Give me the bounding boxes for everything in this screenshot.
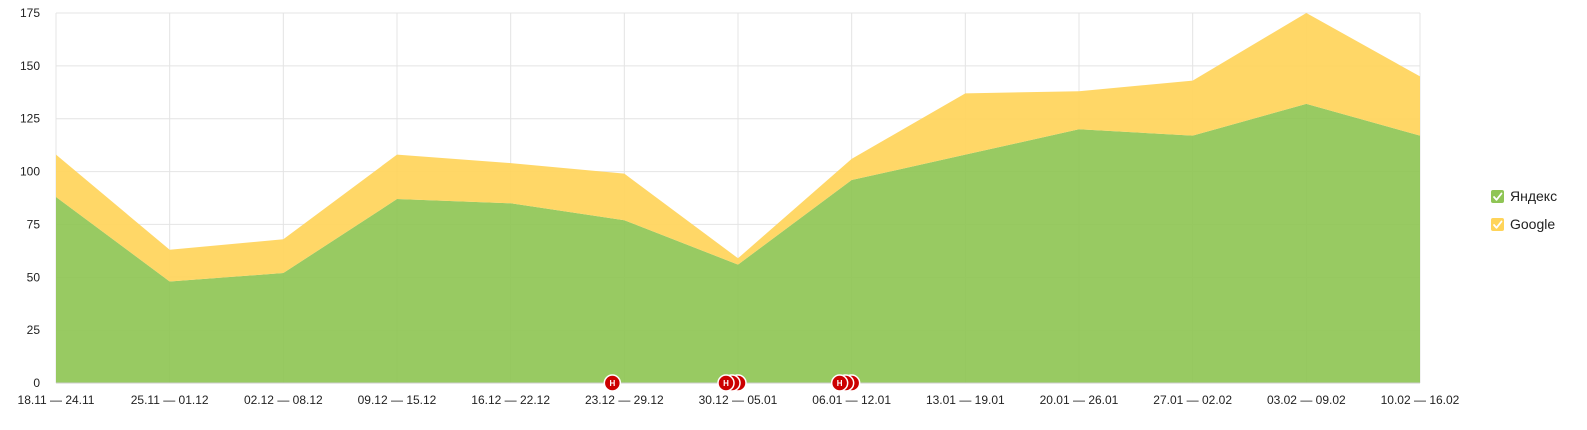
checkmark-icon: [1493, 192, 1503, 201]
legend-label: Яндекс: [1510, 188, 1557, 204]
legend-checkbox: [1491, 218, 1504, 231]
annotation-marker[interactable]: Н: [603, 374, 622, 392]
y-tick-label: 100: [20, 165, 40, 179]
x-tick-label: 27.01 — 02.02: [1153, 393, 1232, 407]
y-tick-label: 0: [33, 376, 40, 390]
x-tick-label: 25.11 — 01.12: [131, 393, 209, 407]
x-tick-label: 06.01 — 12.01: [812, 393, 891, 407]
x-tick-label: 13.01 — 19.01: [926, 393, 1005, 407]
x-tick-label: 20.01 — 26.01: [1040, 393, 1119, 407]
legend: Яндекс Google: [1491, 188, 1557, 232]
annotation-marker-label: Н: [723, 379, 729, 388]
annotation-marker-label: Н: [837, 379, 843, 388]
x-tick-label: 10.02 — 16.02: [1381, 393, 1460, 407]
annotation-marker-circle: [830, 374, 849, 392]
y-tick-label: 150: [20, 59, 40, 73]
y-tick-label: 125: [20, 112, 40, 126]
annotation-marker[interactable]: Н: [717, 374, 747, 392]
legend-label: Google: [1510, 216, 1555, 232]
x-tick-label: 16.12 — 22.12: [471, 393, 550, 407]
series-area-0: [56, 103, 1420, 384]
legend-item[interactable]: Google: [1491, 216, 1555, 232]
x-tick-label: 02.12 — 08.12: [244, 393, 323, 407]
x-tick-label: 23.12 — 29.12: [585, 393, 664, 407]
x-tick-label: 09.12 — 15.12: [358, 393, 437, 407]
x-tick-label: 03.02 — 09.02: [1267, 393, 1346, 407]
series-area-1: [56, 13, 1420, 282]
axes: 0 25 50 75 100 125 150 175 18.11 — 24.11 25.11 — …: [18, 6, 1460, 407]
x-tick-label: 18.11 — 24.11: [18, 393, 95, 407]
series-areas: [56, 13, 1420, 384]
y-tick-label: 175: [20, 6, 40, 20]
y-tick-label: 50: [27, 270, 41, 284]
annotation-marker-circle: [603, 374, 622, 392]
annotation-marker[interactable]: Н: [830, 374, 861, 392]
checkmark-icon: [1493, 220, 1503, 229]
y-tick-label: 75: [27, 217, 41, 231]
y-tick-label: 25: [27, 323, 41, 337]
annotation-marker-circle: [717, 374, 735, 392]
annotation-marker-label: Н: [609, 379, 615, 388]
x-tick-label: 30.12 — 05.01: [699, 393, 778, 407]
legend-checkbox: [1491, 190, 1504, 203]
legend-item[interactable]: Яндекс: [1491, 188, 1557, 204]
